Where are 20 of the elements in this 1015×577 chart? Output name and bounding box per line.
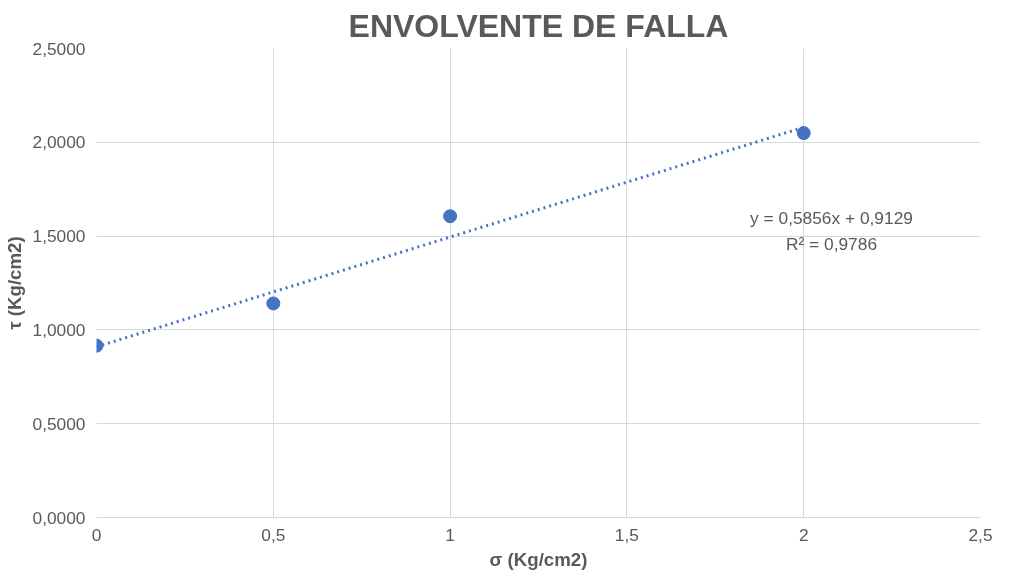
y-tick-label: 2,5000: [32, 38, 86, 59]
y-tick-label: 1,0000: [32, 319, 86, 340]
x-tick-label: 1: [445, 524, 455, 545]
x-tick-label: 2,5: [968, 524, 993, 545]
annotation: R² = 0,9786: [785, 233, 878, 254]
point: [443, 209, 458, 224]
y-axis-title: τ (Kg/cm2): [3, 236, 25, 330]
y-tick-label: 1,5000: [32, 226, 86, 247]
y-tick-label: 0,5000: [32, 413, 86, 434]
chart-title: ENVOLVENTE DE FALLA: [348, 7, 729, 44]
x-tick-label: 1,5: [614, 524, 639, 545]
x-tick-label: 0: [91, 524, 102, 545]
x-tick-label: 2: [798, 524, 809, 545]
point: [796, 126, 811, 141]
x-axis-title: σ (Kg/cm2): [489, 548, 588, 570]
y-tick-label: 0,0000: [32, 507, 86, 528]
y-tick-label: 2,0000: [32, 132, 86, 153]
x-tick-label: 0,5: [261, 524, 286, 545]
annotation: y = 0,5856x + 0,9129: [750, 207, 913, 228]
point: [266, 296, 281, 311]
